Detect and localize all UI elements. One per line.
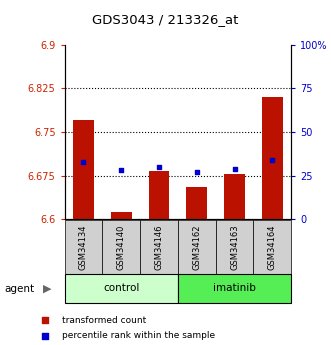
Point [118,168,124,173]
Point [194,169,200,175]
Bar [216,220,254,274]
Text: control: control [103,284,139,293]
Bar [102,220,140,274]
Bar [178,220,216,274]
Point [42,333,47,338]
Text: GSM34164: GSM34164 [268,224,277,270]
Point [156,164,162,169]
Bar [186,187,207,219]
Text: agent: agent [4,284,34,294]
Text: GSM34162: GSM34162 [192,224,201,270]
Bar [149,171,169,219]
Bar [65,274,178,303]
Bar [65,220,102,274]
Bar [224,174,245,219]
Point [232,166,237,171]
Text: transformed count: transformed count [62,316,147,325]
Point [42,317,47,323]
Bar [178,274,291,303]
Text: GDS3043 / 213326_at: GDS3043 / 213326_at [92,13,239,26]
Text: GSM34146: GSM34146 [155,224,164,270]
Bar [262,97,283,219]
Text: GSM34134: GSM34134 [79,224,88,270]
Text: imatinib: imatinib [213,284,256,293]
Text: ▶: ▶ [43,284,51,294]
Point [81,159,86,164]
Bar [73,120,94,219]
Text: GSM34140: GSM34140 [117,224,126,270]
Text: GSM34163: GSM34163 [230,224,239,270]
Point [270,157,275,162]
Bar [140,220,178,274]
Bar [254,220,291,274]
Bar [111,212,132,219]
Text: percentile rank within the sample: percentile rank within the sample [62,331,215,340]
